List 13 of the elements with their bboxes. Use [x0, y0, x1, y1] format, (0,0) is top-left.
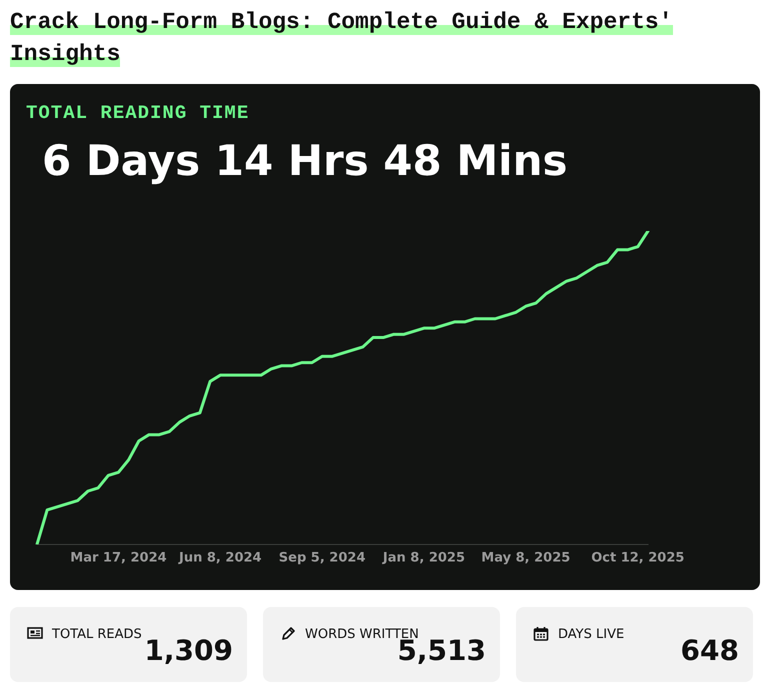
- x-tick-label: May 8, 2025: [481, 550, 570, 566]
- chart-title: Crack Long-Form Blogs: Complete Guide & Experts' Insights: [10, 9, 673, 67]
- text: DAYS LIVE: [558, 627, 624, 642]
- text: 648: [680, 634, 739, 667]
- text: 1,309: [144, 634, 233, 667]
- text: TOTAL READS: [52, 627, 142, 642]
- x-tick-label: Jan 8, 2025: [382, 550, 466, 566]
- x-tick-label: Oct 12, 2025: [591, 550, 684, 566]
- x-tick-label: Mar 17, 2024: [70, 550, 167, 566]
- x-tick-label: Jun 8, 2024: [178, 550, 262, 566]
- chart-subtitle: TOTAL READING TIME: [26, 102, 250, 124]
- text: 6 Days 14 Hrs 48 Mins: [42, 136, 568, 185]
- x-tick-label: Sep 5, 2024: [278, 550, 366, 566]
